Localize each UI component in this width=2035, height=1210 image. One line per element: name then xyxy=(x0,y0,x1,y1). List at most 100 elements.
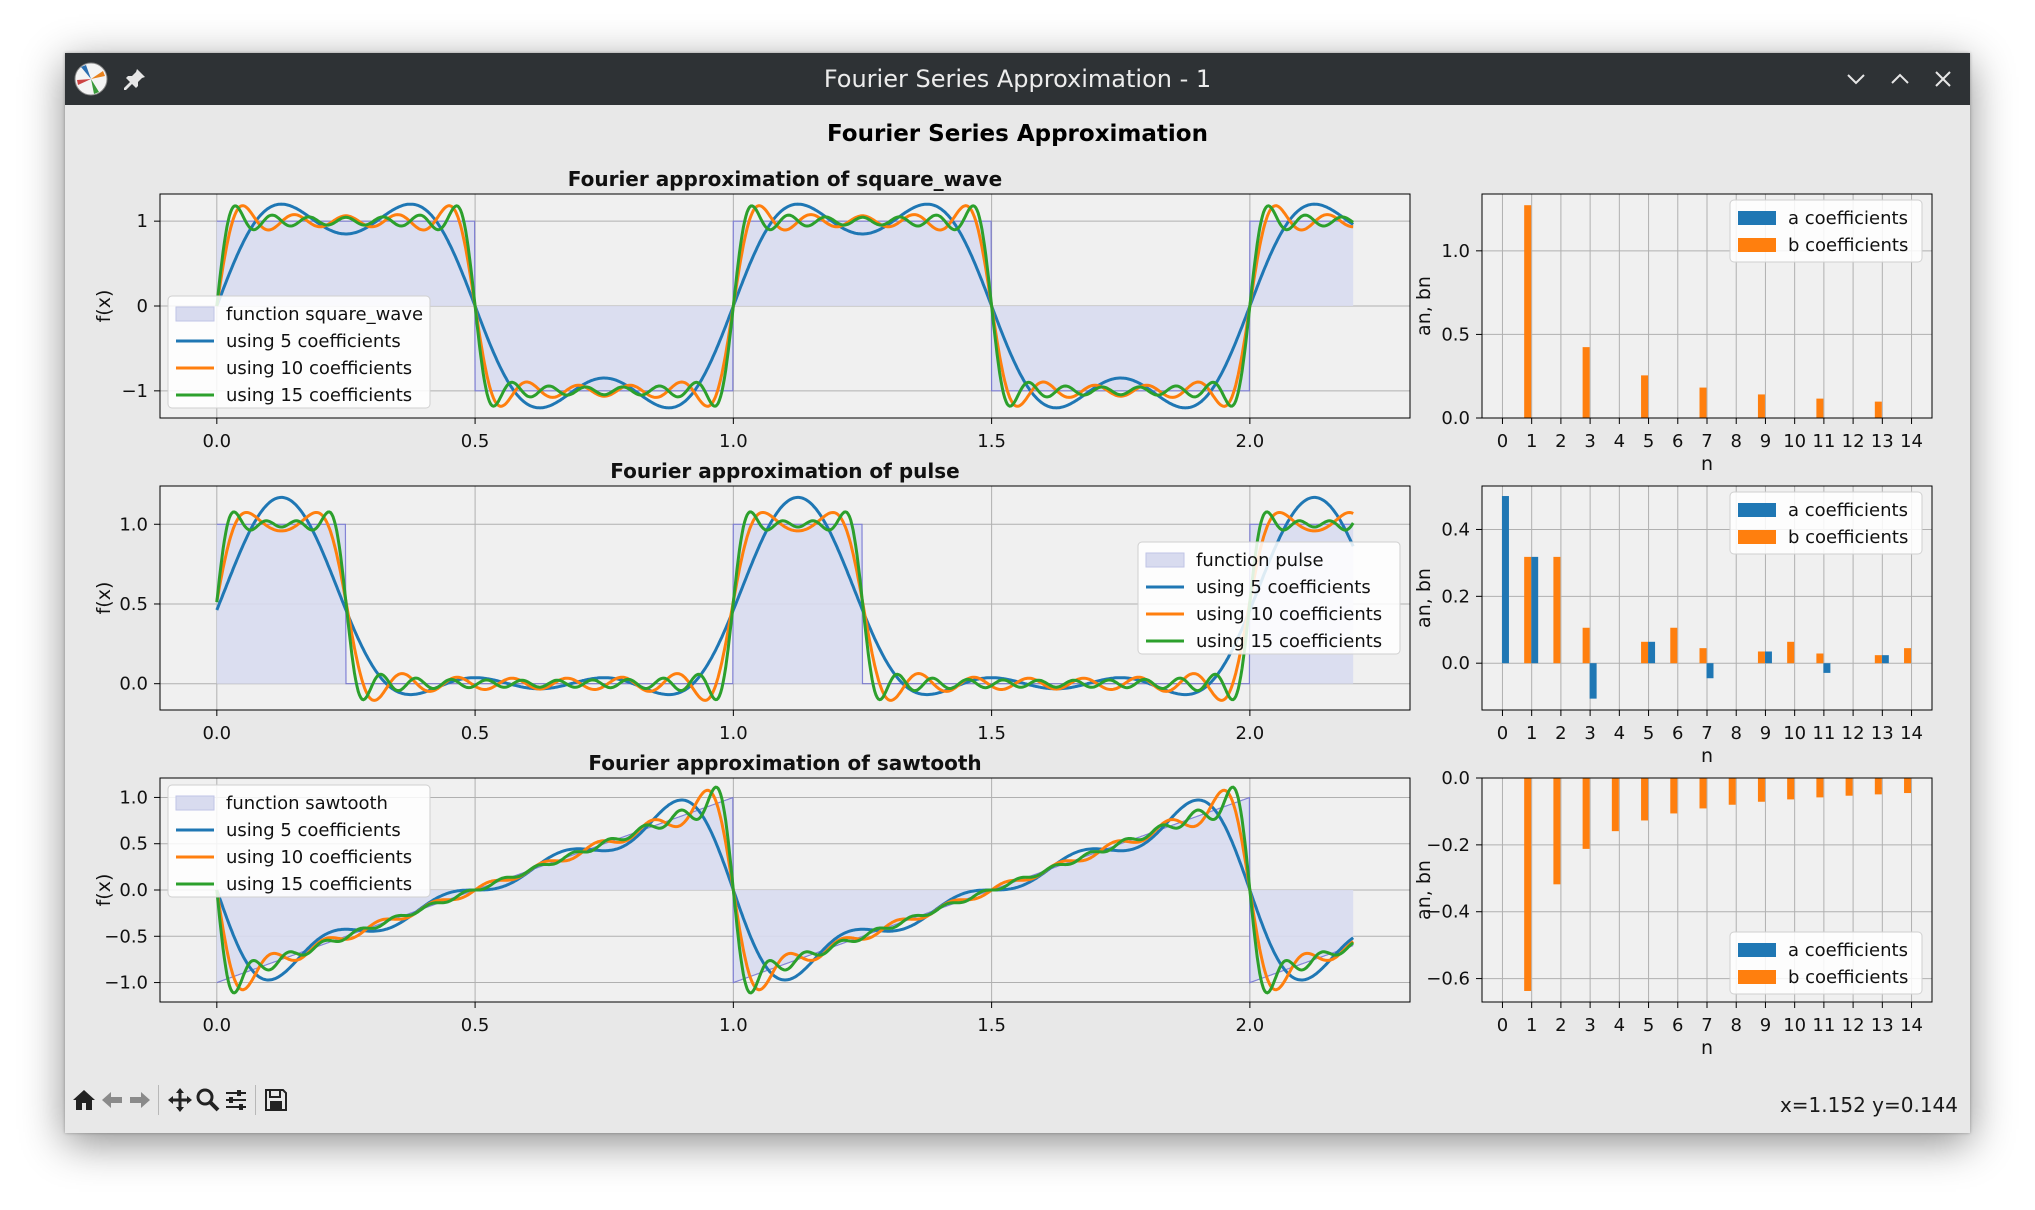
x-tick-label: 0.5 xyxy=(461,723,490,744)
x-tick-label: 1 xyxy=(1526,1015,1537,1036)
x-axis-label: n xyxy=(1701,453,1713,475)
x-tick-label: 1.5 xyxy=(977,1015,1006,1036)
chart-title: Fourier approximation of pulse xyxy=(610,459,959,483)
x-tick-label: 11 xyxy=(1812,723,1835,744)
pin-icon[interactable] xyxy=(123,67,147,91)
b-coefficient-bar xyxy=(1524,556,1532,664)
legend-swatch xyxy=(1738,970,1776,984)
x-tick-label: 7 xyxy=(1701,431,1712,452)
plot-frame xyxy=(159,193,1411,419)
legend-label: using 15 coefficients xyxy=(226,385,412,406)
x-tick-label: 10 xyxy=(1783,431,1806,452)
series-line-15-coefficients xyxy=(215,510,1355,702)
x-tick-label: 0.0 xyxy=(202,723,231,744)
b-coefficient-bar xyxy=(1582,778,1590,849)
a-coefficient-bar xyxy=(1706,663,1714,679)
app-icon[interactable] xyxy=(73,61,109,97)
a-coefficient-bar xyxy=(1823,663,1831,673)
series-line-10-coefficients xyxy=(215,788,1355,992)
b-coefficient-bar xyxy=(1670,627,1678,664)
x-tick-label: 2.0 xyxy=(1236,1015,1265,1036)
b-coefficient-bar xyxy=(1757,651,1765,664)
toolbar-separator xyxy=(255,1085,256,1115)
legend-label: using 10 coefficients xyxy=(226,358,412,379)
x-tick-label: 7 xyxy=(1701,723,1712,744)
y-tick-label: 0 xyxy=(137,296,148,317)
b-coefficient-bar xyxy=(1524,205,1532,418)
x-axis-label: n xyxy=(1701,745,1713,767)
plot-frame xyxy=(1481,193,1933,419)
home-icon[interactable] xyxy=(71,1087,97,1113)
series-line-10-coefficients xyxy=(215,510,1354,702)
configure-icon[interactable] xyxy=(223,1087,249,1113)
close-icon[interactable] xyxy=(1931,67,1955,91)
toolbar-separator xyxy=(158,1085,159,1115)
legend-swatch xyxy=(1738,238,1776,252)
x-tick-label: 0 xyxy=(1497,1015,1508,1036)
legend-box xyxy=(167,295,431,409)
a-coefficient-bar xyxy=(1764,651,1772,664)
legend: a coefficients b coefficients xyxy=(1729,199,1923,263)
function-edge xyxy=(216,220,1354,392)
legend-label: using 5 coefficients xyxy=(1196,577,1371,598)
x-tick-label: 2.0 xyxy=(1236,431,1265,452)
b-coefficient-bar xyxy=(1816,398,1824,418)
legend-label: function square_wave xyxy=(226,304,423,325)
cursor-coordinates: x=1.152 y=0.144 xyxy=(1779,1093,1958,1117)
x-tick-label: 1 xyxy=(1526,431,1537,452)
y-axis-label: an, bn xyxy=(1413,276,1435,336)
x-tick-label: 0 xyxy=(1497,431,1508,452)
y-tick-label: −1 xyxy=(121,381,148,402)
b-coefficient-bar xyxy=(1757,778,1765,802)
y-tick-label: −1.0 xyxy=(104,973,148,994)
minimize-icon[interactable] xyxy=(1844,67,1868,91)
x-tick-label: 6 xyxy=(1672,1015,1683,1036)
b-coefficient-bar xyxy=(1553,778,1561,885)
y-tick-label: 0.0 xyxy=(1441,653,1470,674)
b-coefficient-bar xyxy=(1757,394,1765,418)
x-tick-label: 2 xyxy=(1555,723,1566,744)
x-tick-label: 12 xyxy=(1842,1015,1865,1036)
x-tick-label: 1 xyxy=(1526,723,1537,744)
forward-icon[interactable] xyxy=(127,1087,153,1113)
x-tick-label: 12 xyxy=(1842,431,1865,452)
y-tick-label: −0.2 xyxy=(1426,835,1470,856)
b-coefficient-bar xyxy=(1699,778,1707,809)
x-tick-label: 14 xyxy=(1900,1015,1923,1036)
a-coefficient-bar xyxy=(1648,641,1656,664)
legend-swatch xyxy=(1145,552,1185,568)
legend-label: function pulse xyxy=(1196,550,1324,571)
legend-label: function sawtooth xyxy=(226,793,388,814)
y-tick-label: 1.0 xyxy=(119,514,148,535)
legend-label: using 15 coefficients xyxy=(1196,631,1382,652)
x-tick-label: 0.0 xyxy=(202,431,231,452)
x-tick-label: 13 xyxy=(1871,1015,1894,1036)
y-axis-label: an, bn xyxy=(1413,860,1435,920)
x-tick-label: 14 xyxy=(1900,431,1923,452)
save-icon[interactable] xyxy=(263,1087,289,1113)
b-coefficient-bar xyxy=(1874,401,1882,418)
pan-icon[interactable] xyxy=(167,1087,193,1113)
plot-frame xyxy=(159,485,1411,711)
x-tick-label: 4 xyxy=(1614,1015,1625,1036)
x-tick-label: 3 xyxy=(1584,1015,1595,1036)
legend-label: using 10 coefficients xyxy=(1196,604,1382,625)
x-tick-label: 13 xyxy=(1871,431,1894,452)
legend: a coefficients b coefficients xyxy=(1729,491,1923,555)
y-tick-label: 0.0 xyxy=(1441,768,1470,789)
legend-label: using 10 coefficients xyxy=(226,847,412,868)
function-fill xyxy=(216,524,1354,684)
x-tick-label: 6 xyxy=(1672,723,1683,744)
line-plot-sawtooth: 0.0 0.5 1.0 1.5 2.0 −1.0 −0.5 0.0 0.5 1.0 Fourier … xyxy=(93,751,1411,1036)
plot-frame xyxy=(159,777,1411,1003)
back-icon[interactable] xyxy=(99,1087,125,1113)
x-tick-label: 4 xyxy=(1614,431,1625,452)
legend-swatch xyxy=(175,306,215,322)
y-axis-label: f(x) xyxy=(93,290,115,323)
maximize-icon[interactable] xyxy=(1888,67,1912,91)
zoom-icon[interactable] xyxy=(195,1087,221,1113)
y-tick-label: −0.4 xyxy=(1426,902,1470,923)
